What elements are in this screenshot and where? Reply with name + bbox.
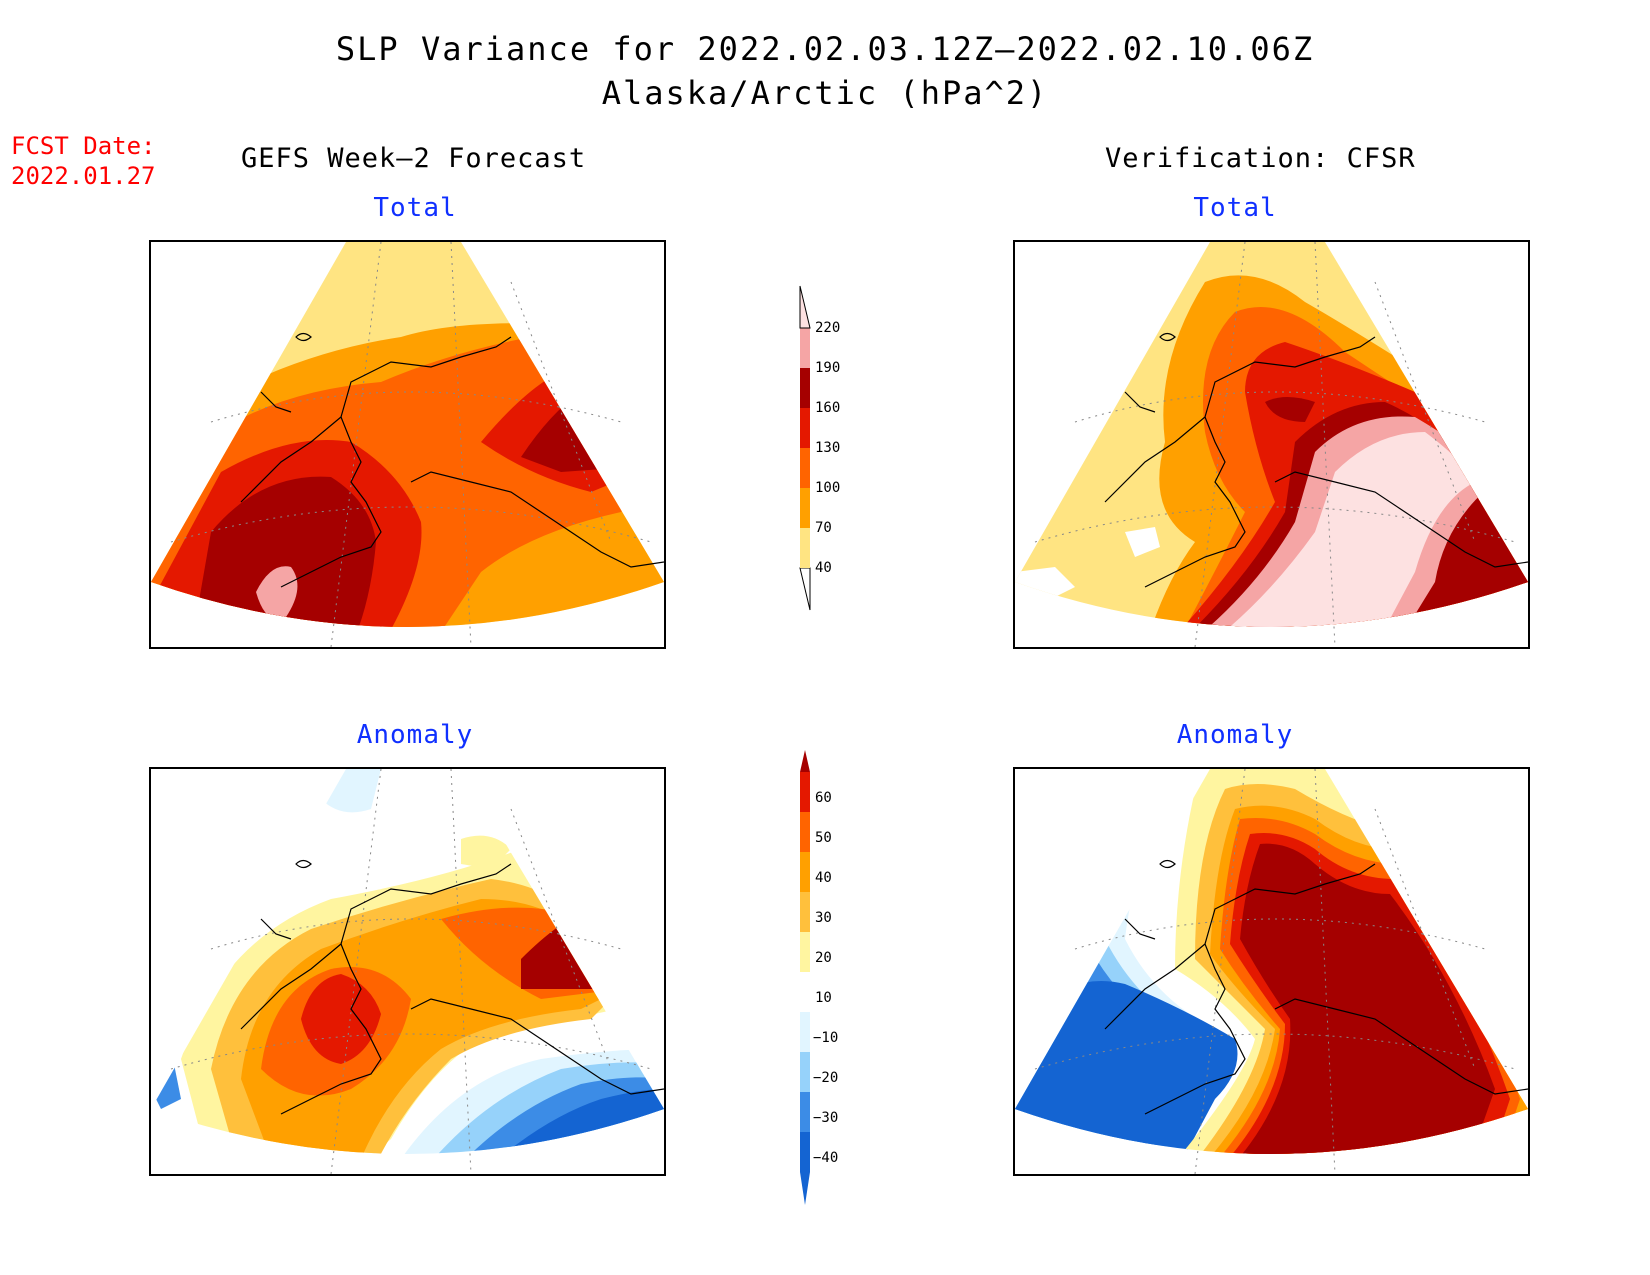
anomaly-colorbar-tick-3: −10 [813, 1030, 838, 1046]
anomaly-colorbar-swatch-5 [800, 932, 810, 972]
total-colorbar-swatch-3 [800, 408, 810, 448]
total-colorbar-tick-5: 190 [815, 360, 840, 376]
total-colorbar-swatch-1 [800, 488, 810, 528]
forecast-total-map [149, 240, 666, 649]
total-colorbar-min-cap [799, 567, 811, 611]
total-colorbar-swatch-5 [800, 328, 810, 368]
anomaly-colorbar-tick-8: 50 [815, 830, 832, 846]
verification-total-label: Total [1193, 193, 1277, 223]
anomaly-colorbar-tick-7: 40 [815, 870, 832, 886]
total-colorbar: 40 70 100 130 160 190 220 [799, 285, 840, 611]
verification-anomaly-map [1013, 767, 1530, 1176]
total-colorbar-swatch-2 [800, 448, 810, 488]
total-colorbar-tick-2: 100 [815, 480, 840, 496]
total-colorbar-tick-1: 70 [815, 520, 832, 536]
forecast-anomaly-label: Anomaly [356, 720, 474, 750]
anomaly-colorbar-min-cap [800, 1172, 810, 1205]
page-title: SLP Variance for 2022.02.03.12Z–2022.02.… [335, 30, 1315, 68]
total-colorbar-swatch-4 [800, 368, 810, 408]
anomaly-colorbar-tick-4: 10 [815, 990, 832, 1006]
anomaly-colorbar-swatch-1 [800, 1092, 810, 1132]
page-subtitle: Alaska/Arctic (hPa^2) [601, 74, 1049, 112]
verification-heading: Verification: CFSR [1105, 143, 1416, 174]
anomaly-colorbar-tick-5: 20 [815, 950, 832, 966]
total-colorbar-max-cap [799, 285, 811, 329]
anomaly-colorbar-tick-1: −30 [813, 1110, 838, 1126]
anomaly-colorbar-swatch-8 [800, 812, 810, 852]
anomaly-colorbar-swatch-6 [800, 892, 810, 932]
anomaly-colorbar-tick-9: 60 [815, 790, 832, 806]
forecast-total-label: Total [373, 193, 457, 223]
anomaly-colorbar: −40 −30 −20 −10 10 20 30 40 50 60 [800, 750, 838, 1205]
forecast-anomaly-map [149, 767, 666, 1176]
anomaly-colorbar-swatch-3 [800, 1012, 810, 1052]
total-colorbar-swatch-0 [800, 528, 810, 568]
total-colorbar-tick-0: 40 [815, 560, 832, 576]
verification-total-map [1013, 240, 1530, 649]
total-colorbar-tick-4: 160 [815, 400, 840, 416]
anomaly-colorbar-swatch-2 [800, 1052, 810, 1092]
anomaly-colorbar-tick-6: 30 [815, 910, 832, 926]
anomaly-colorbar-tick-0: −40 [813, 1150, 838, 1166]
anomaly-colorbar-swatch-9 [800, 772, 810, 812]
anomaly-colorbar-swatch-4 [800, 972, 810, 1012]
total-colorbar-tick-6: 220 [815, 320, 840, 336]
total-colorbar-tick-3: 130 [815, 440, 840, 456]
fcst-date-value: 2022.01.27 [11, 162, 156, 190]
forecast-heading: GEFS Week–2 Forecast [241, 143, 587, 174]
fcst-date-label: FCST Date: [11, 132, 156, 160]
anomaly-colorbar-swatch-7 [800, 852, 810, 892]
verification-anomaly-label: Anomaly [1176, 720, 1294, 750]
anomaly-colorbar-tick-2: −20 [813, 1070, 838, 1086]
anomaly-colorbar-max-cap [800, 750, 810, 772]
anomaly-colorbar-swatch-0 [800, 1132, 810, 1172]
